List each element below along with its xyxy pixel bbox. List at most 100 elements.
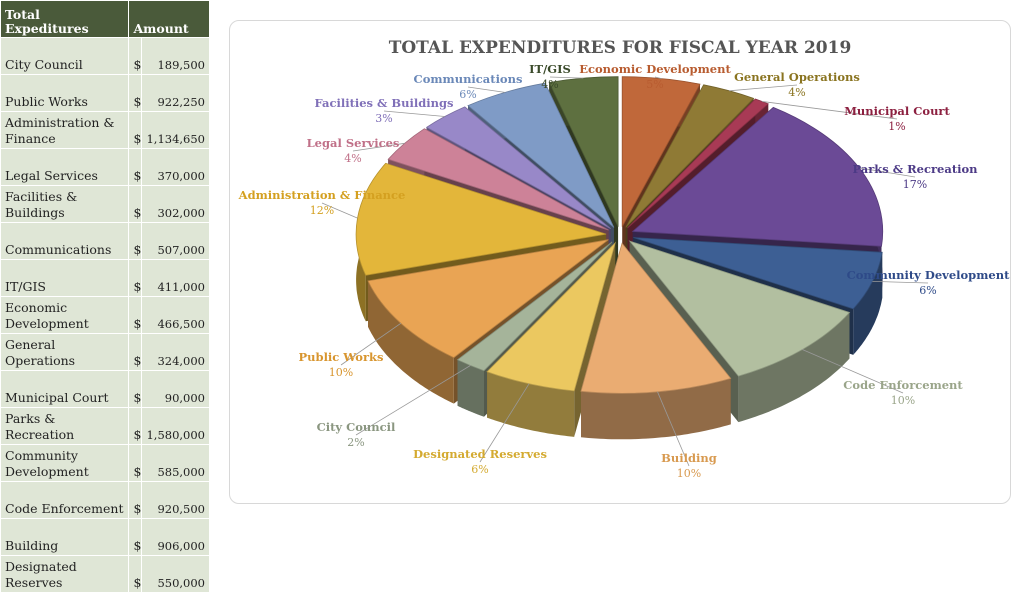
slice-name: General Operations (734, 70, 860, 84)
row-amount: 585,000 (141, 444, 210, 482)
leader-line (872, 281, 929, 284)
row-label: Designated Reserves (0, 555, 130, 593)
pie-slice-top (456, 241, 613, 372)
pie-slice-side (738, 312, 850, 423)
pie-slice-top (355, 162, 607, 276)
slice-percent: 10% (677, 467, 701, 480)
row-amount: 922,250 (141, 74, 210, 112)
expenditures-table: Total Expeditures Amount City Council $18… (0, 0, 210, 593)
slice-percent: 6% (471, 463, 488, 476)
row-amount: 906,000 (141, 518, 210, 556)
leader-line (467, 86, 505, 93)
row-label: Public Works (0, 74, 130, 112)
table-header-row: Total Expeditures Amount (0, 0, 210, 38)
row-label: Code Enforcement (0, 481, 130, 519)
leader-line (340, 322, 402, 366)
pie-slice-top (631, 106, 884, 247)
row-currency: $ (128, 296, 143, 334)
row-label: Legal Services (0, 148, 130, 186)
slice-label: Designated Reserves 6% (413, 383, 547, 476)
table-row: Communications $507,000 (0, 222, 210, 260)
pie-slice (486, 241, 616, 437)
slice-name: Parks & Recreation (852, 162, 978, 176)
slice-percent: 5% (646, 78, 663, 91)
leader-line (657, 391, 690, 467)
row-currency: $ (128, 370, 143, 408)
slice-label: IT/GIS 4% (529, 62, 584, 91)
row-currency: $ (128, 444, 143, 482)
slice-name: Facilities & Buildings (314, 96, 453, 110)
slice-name: Communications (414, 72, 523, 86)
row-currency: $ (128, 185, 143, 223)
pie-slice-top (625, 84, 755, 228)
slice-name: IT/GIS (529, 62, 571, 76)
slice-percent: 2% (347, 436, 364, 449)
row-amount: 507,000 (141, 222, 210, 260)
leader-line (761, 101, 898, 120)
row-currency: $ (128, 555, 143, 593)
row-currency: $ (128, 111, 143, 149)
row-amount: 466,500 (141, 296, 210, 334)
slice-name: Public Works (299, 350, 384, 364)
pie-chart: TOTAL EXPENDITURES FOR FISCAL YEAR 2019 … (238, 38, 1010, 480)
slice-label: Communications 6% (414, 72, 523, 101)
row-label: IT/GIS (0, 259, 130, 297)
slice-label: General Operations 4% (729, 70, 860, 99)
table-row: City Council $189,500 (0, 37, 210, 75)
leader-line (729, 84, 798, 92)
row-label: Parks & Recreation (0, 407, 130, 445)
row-currency: $ (128, 74, 143, 112)
slice-percent: 10% (891, 394, 915, 407)
pie-slice (580, 242, 732, 440)
pie-slice-side (487, 371, 575, 437)
slice-percent: 4% (788, 86, 805, 99)
row-currency: $ (128, 148, 143, 186)
pie-slices (355, 76, 884, 440)
row-amount: 324,000 (141, 333, 210, 371)
pie-slice-top (387, 128, 609, 231)
slice-percent: 1% (888, 120, 905, 133)
table-body: City Council $189,500 Public Works $922,250… (0, 37, 210, 593)
row-amount: 1,134,650 (141, 111, 210, 149)
slice-name: Community Development (847, 268, 1010, 282)
row-currency: $ (128, 259, 143, 297)
table-row: Designated Reserves $550,000 (0, 555, 210, 593)
slice-label: Facilities & Buildings 3% (314, 96, 453, 125)
table-row: IT/GIS $411,000 (0, 259, 210, 297)
slice-percent: 17% (903, 178, 927, 191)
pie-slice-side (457, 359, 484, 417)
pie-slice-top (467, 82, 615, 228)
pie-labels: Economic Development 5% General Operations… (238, 62, 1010, 480)
slice-percent: 6% (459, 88, 476, 101)
pie-slice-side (368, 280, 454, 404)
table-row: Municipal Court $90,000 (0, 370, 210, 408)
leader-line (859, 167, 916, 178)
leader-line (549, 76, 584, 79)
slice-percent: 4% (344, 152, 361, 165)
leader-line (383, 110, 445, 117)
slice-label: Building 10% (657, 391, 717, 480)
table-row: Facilities & Buildings $302,000 (0, 185, 210, 223)
row-amount: 189,500 (141, 37, 210, 75)
pie-slice-top (548, 76, 619, 227)
leader-line (321, 202, 358, 219)
slice-percent: 12% (310, 204, 334, 217)
pie-slice-top (425, 106, 611, 230)
row-amount: 920,500 (141, 481, 210, 519)
row-currency: $ (128, 518, 143, 556)
slice-label: Parks & Recreation 17% (852, 162, 978, 191)
row-label: Community Development (0, 444, 130, 482)
slice-label: Municipal Court 1% (761, 101, 950, 133)
slice-percent: 3% (375, 112, 392, 125)
leader-line (802, 349, 904, 394)
row-label: Economic Development (0, 296, 130, 334)
row-amount: 370,000 (141, 148, 210, 186)
table-row: Parks & Recreation $1,580,000 (0, 407, 210, 445)
slice-label: Public Works 10% (299, 322, 402, 379)
leader-line (654, 76, 662, 79)
slice-percent: 4% (541, 78, 558, 91)
row-label: Municipal Court (0, 370, 130, 408)
row-currency: $ (128, 333, 143, 371)
slice-percent: 6% (919, 284, 936, 297)
row-label: Building (0, 518, 130, 556)
